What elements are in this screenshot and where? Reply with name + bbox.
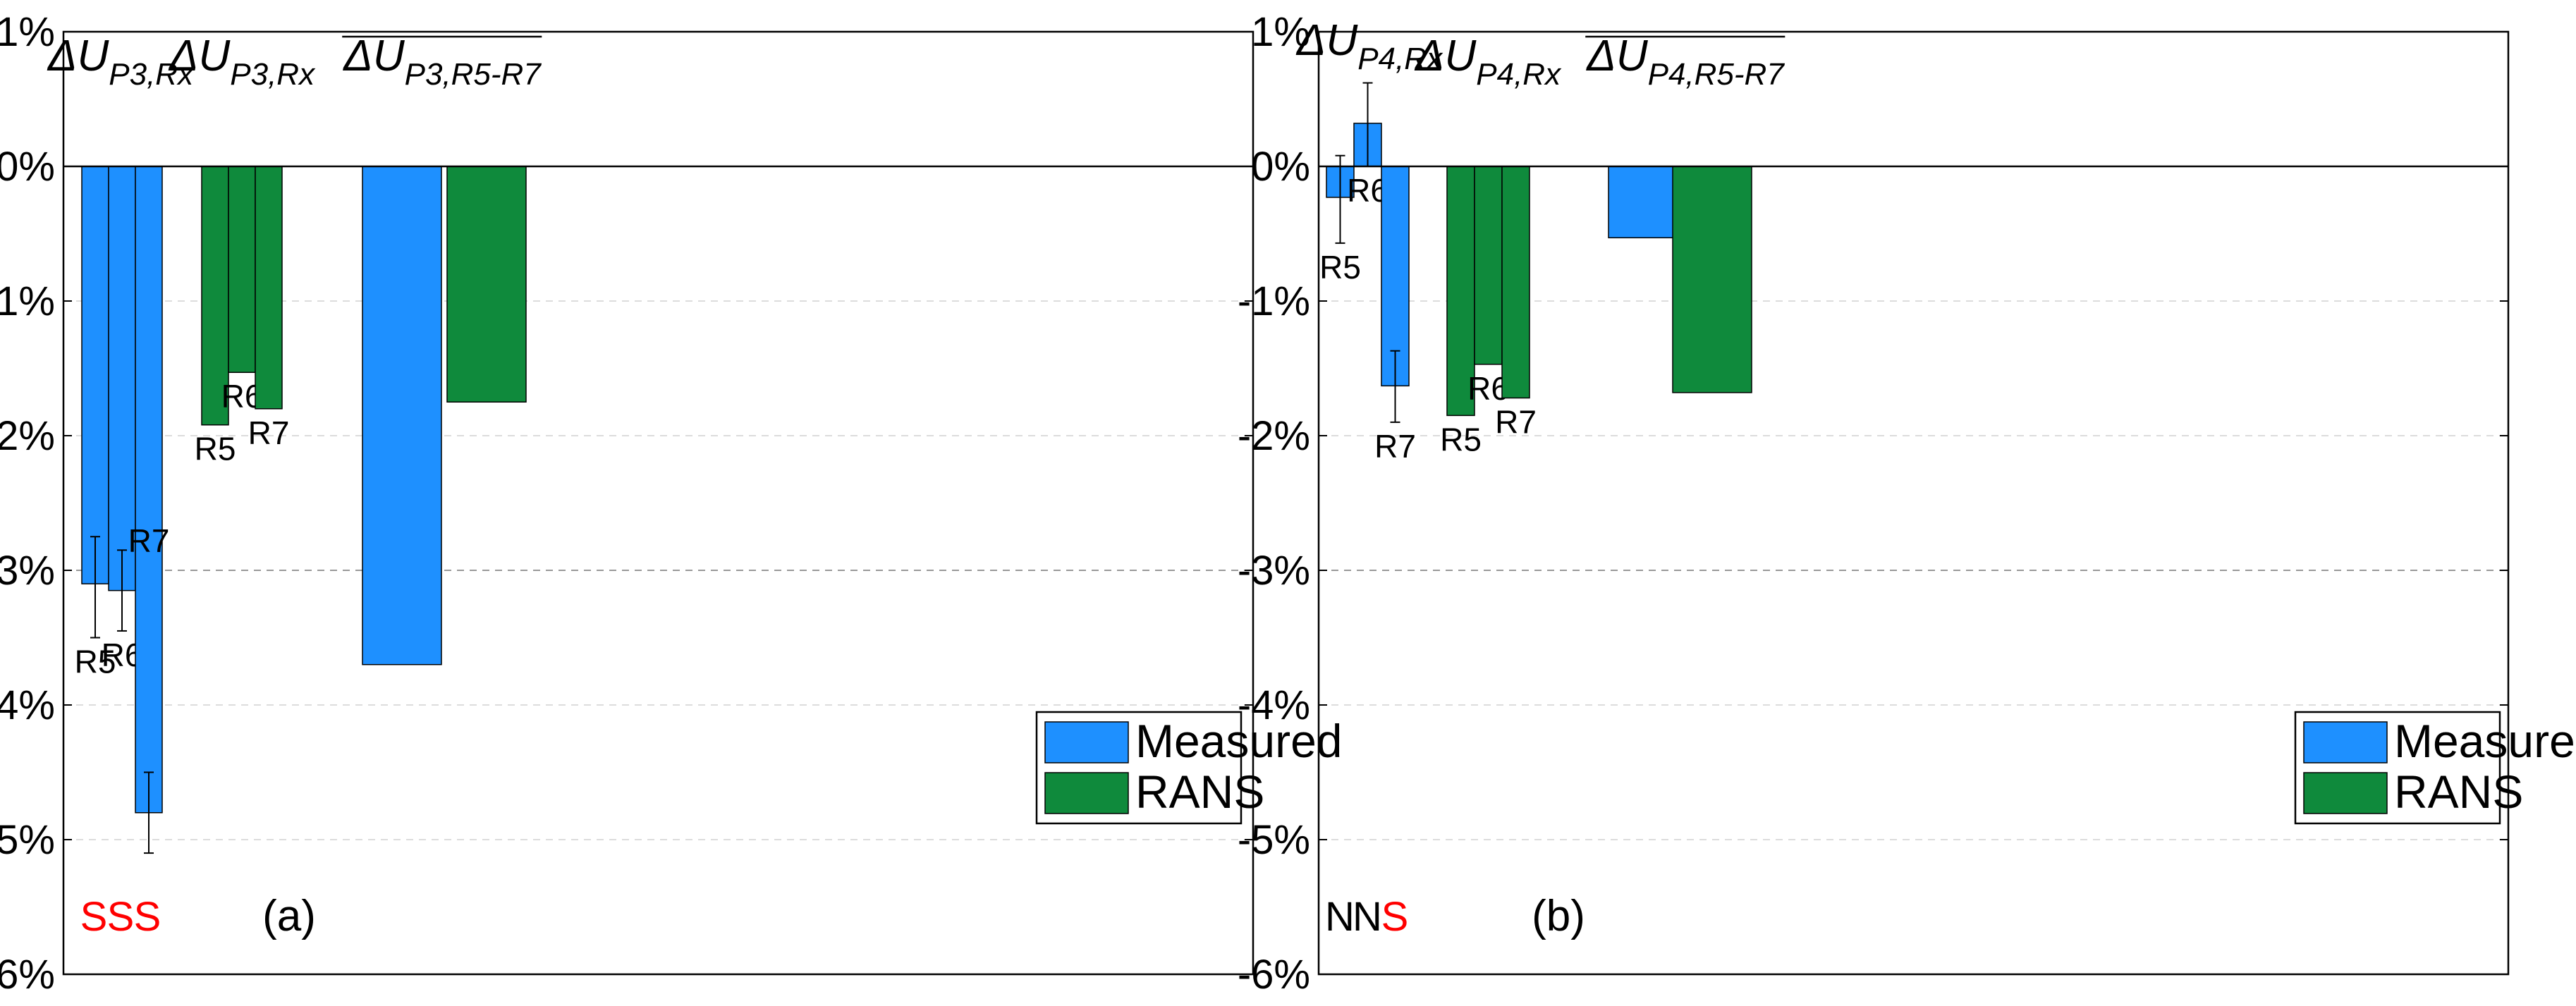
bar-label-r7: R7	[248, 415, 290, 451]
group-title: ΔUP3,R5-R7	[342, 32, 542, 92]
bar-label-r5: R5	[1319, 249, 1361, 286]
y-tick-label: -2%	[1238, 413, 1310, 459]
panel-label: (b)	[1532, 892, 1585, 940]
y-tick-label: -3%	[1238, 548, 1310, 594]
bar-rans-r6	[228, 166, 256, 373]
y-tick-label: -1%	[1238, 278, 1310, 324]
group-title-main: ΔU	[1585, 32, 1649, 80]
significance-n: N	[1353, 894, 1382, 940]
y-tick-label: 0%	[1251, 144, 1310, 190]
group-title: ΔUP4,Rx	[1295, 16, 1443, 76]
y-tick-label: -6%	[1238, 952, 1310, 998]
bar-measured-r5	[81, 166, 109, 584]
y-tick-label: -2%	[0, 413, 55, 459]
significance-n: N	[1325, 894, 1355, 940]
bar-label-r7: R7	[128, 522, 170, 559]
bar-rans	[1672, 166, 1752, 393]
group-title-subscript: P3,Rx	[230, 57, 316, 92]
y-tick-label: -6%	[0, 952, 55, 998]
legend-swatch-rans	[1044, 772, 1129, 814]
y-tick-label: 1%	[0, 9, 55, 55]
bar-rans-r6	[1474, 166, 1503, 365]
group-title: ΔUP4,Rx	[1414, 32, 1562, 92]
bar-label-r5: R5	[195, 431, 236, 467]
panel-label: (a)	[262, 892, 316, 940]
legend-label-measured: Measured	[2394, 715, 2576, 767]
bar-rans-r7	[1501, 166, 1530, 399]
group-title: ΔUP3,Rx	[47, 32, 195, 92]
bar-measured-r7	[135, 166, 163, 814]
group-title-main: ΔU	[47, 32, 110, 80]
y-tick-label: -1%	[0, 278, 55, 324]
legend-swatch-measured	[2303, 721, 2388, 763]
group-title-subscript: P4,Rx	[1357, 42, 1443, 76]
bar-label-r7: R7	[1374, 428, 1416, 465]
group-title-main: ΔU	[1295, 16, 1359, 65]
y-tick-label: 0%	[0, 144, 55, 190]
group-title: ΔUP4,R5-R7	[1585, 32, 1785, 92]
legend-swatch-measured	[1044, 721, 1129, 763]
legend-swatch-rans	[2303, 772, 2388, 814]
bar-label-r7: R7	[1495, 404, 1537, 441]
group-title-subscript: P4,R5-R7	[1648, 57, 1786, 92]
group-title-main: ΔU	[342, 32, 405, 80]
panel-b: 1%0%-1%-2%-3%-4%-5%-6%R5NR6NR7SΔUP4,RxR5…	[1238, 9, 2576, 998]
bar-measured	[362, 166, 442, 665]
legend-label-measured: Measured	[1135, 715, 1343, 767]
y-tick-label: -4%	[1238, 682, 1310, 728]
panel-a: 1%0%-1%-2%-3%-4%-5%-6%R5SR6SR7SΔUP3,RxR5…	[0, 9, 1343, 998]
significance-s: S	[80, 894, 108, 940]
legend-label-rans: RANS	[2394, 766, 2523, 818]
y-tick-label: -3%	[0, 548, 55, 594]
y-tick-label: -4%	[0, 682, 55, 728]
plot-frame	[62, 30, 1255, 976]
significance-s: S	[1381, 894, 1409, 940]
group-title-subscript: P4,Rx	[1476, 57, 1562, 92]
significance-s: S	[107, 894, 135, 940]
bar-label-r5: R5	[1440, 421, 1482, 458]
y-tick-label: 1%	[1251, 9, 1310, 55]
bar-label-r5: R5	[75, 644, 116, 680]
bar-rans	[446, 166, 527, 403]
legend-label-rans: RANS	[1135, 766, 1264, 818]
group-title: ΔUP3,Rx	[168, 32, 316, 92]
bar-rans-r7	[255, 166, 283, 410]
group-title-subscript: P3,Rx	[109, 57, 195, 92]
bar-measured-r6	[108, 166, 136, 591]
y-tick-label: -5%	[0, 817, 55, 863]
group-title-main: ΔU	[168, 32, 231, 80]
y-tick-label: -5%	[1238, 817, 1310, 863]
group-title-subscript: P3,R5-R7	[405, 57, 542, 92]
plot-frame	[1317, 30, 2510, 976]
group-title-main: ΔU	[1414, 32, 1477, 80]
significance-s: S	[134, 894, 161, 940]
